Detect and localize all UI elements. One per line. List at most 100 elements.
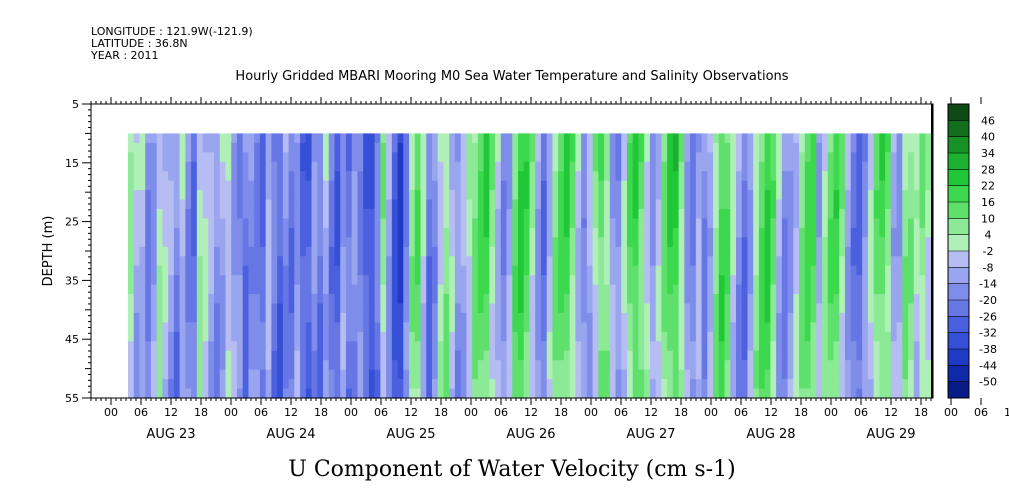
heatmap-cell xyxy=(472,199,479,210)
heatmap-cell xyxy=(259,161,267,172)
heatmap-cell xyxy=(414,322,422,333)
heatmap-cell xyxy=(236,218,244,229)
heatmap-cell xyxy=(735,312,743,323)
heatmap-cell xyxy=(173,275,181,286)
heatmap-cell xyxy=(776,246,783,257)
heatmap-cell xyxy=(162,171,169,182)
heatmap-cell xyxy=(873,142,880,153)
heatmap-cell xyxy=(529,237,536,248)
heatmap-cell xyxy=(156,284,164,295)
heatmap-cell xyxy=(489,322,496,333)
heatmap-cell xyxy=(535,312,542,323)
heatmap-cell xyxy=(391,360,399,371)
heatmap-cell xyxy=(386,379,393,390)
heatmap-cell xyxy=(409,369,416,380)
heatmap-cell xyxy=(890,199,898,210)
heatmap-cell xyxy=(781,388,789,399)
heatmap-cell xyxy=(409,142,416,153)
heatmap-cell xyxy=(925,331,932,342)
heatmap-cell xyxy=(231,312,238,323)
heatmap-cell xyxy=(753,218,760,229)
heatmap-cell xyxy=(345,322,353,333)
x-hour-label: 00 xyxy=(584,406,598,419)
heatmap-cell xyxy=(242,246,250,257)
heatmap-cell xyxy=(810,275,817,286)
heatmap-cell xyxy=(827,256,835,267)
heatmap-cell xyxy=(925,133,932,144)
heatmap-cell xyxy=(414,190,422,201)
heatmap-cell xyxy=(334,246,341,257)
heatmap-cell xyxy=(586,152,594,163)
heatmap-cell xyxy=(701,312,708,323)
heatmap-cell xyxy=(896,199,903,210)
heatmap-cell xyxy=(523,388,531,399)
heatmap-cell xyxy=(133,133,141,144)
heatmap-cell xyxy=(770,284,777,295)
heatmap-cell xyxy=(351,379,359,390)
heatmap-cell xyxy=(563,379,571,390)
heatmap-cell xyxy=(162,237,169,248)
heatmap-cell xyxy=(185,256,192,267)
heatmap-cell xyxy=(128,360,135,371)
heatmap-cell xyxy=(598,218,605,229)
heatmap-cell xyxy=(604,350,611,361)
heatmap-cell xyxy=(334,237,341,248)
heatmap-cell xyxy=(185,275,192,286)
heatmap-cell xyxy=(764,227,771,238)
heatmap-cell xyxy=(586,142,594,153)
heatmap-cell xyxy=(540,388,548,399)
heatmap-cell xyxy=(856,388,863,399)
heatmap-cell xyxy=(690,190,697,201)
heatmap-cell xyxy=(695,360,703,371)
heatmap-cell xyxy=(168,322,175,333)
heatmap-cell xyxy=(649,331,657,342)
heatmap-cell xyxy=(317,284,324,295)
heatmap-cell xyxy=(357,275,364,286)
heatmap-cell xyxy=(512,218,519,229)
heatmap-cell xyxy=(902,303,909,314)
heatmap-cell xyxy=(913,331,921,342)
heatmap-cell xyxy=(890,303,898,314)
heatmap-cell xyxy=(305,133,313,144)
heatmap-cell xyxy=(420,180,427,191)
heatmap-cell xyxy=(707,284,714,295)
heatmap-cell xyxy=(368,161,376,172)
heatmap-cell xyxy=(621,275,628,286)
heatmap-cell xyxy=(300,265,307,276)
heatmap-cell xyxy=(196,379,204,390)
heatmap-cell xyxy=(128,331,135,342)
heatmap-cell xyxy=(615,161,622,172)
heatmap-cell xyxy=(581,312,588,323)
heatmap-cell xyxy=(500,294,508,305)
heatmap-cell xyxy=(231,190,238,201)
heatmap-cell xyxy=(403,142,410,153)
heatmap-cell xyxy=(523,294,531,305)
heatmap-cell xyxy=(139,312,146,323)
heatmap-cell xyxy=(225,284,232,295)
heatmap-cell xyxy=(271,152,278,163)
heatmap-cell xyxy=(724,180,731,191)
heatmap-cell xyxy=(409,341,416,352)
heatmap-cell xyxy=(844,133,852,144)
heatmap-cell xyxy=(810,265,817,276)
heatmap-cell xyxy=(145,171,152,182)
heatmap-cell xyxy=(449,218,456,229)
heatmap-cell xyxy=(265,152,272,163)
heatmap-cell xyxy=(615,360,622,371)
heatmap-cell xyxy=(334,312,341,323)
heatmap-cell xyxy=(351,227,359,238)
heatmap-cell xyxy=(844,142,852,153)
heatmap-cell xyxy=(776,294,783,305)
heatmap-cell xyxy=(867,190,875,201)
heatmap-cell xyxy=(305,350,313,361)
y-tick-label: 55 xyxy=(65,392,79,405)
heatmap-cell xyxy=(638,379,645,390)
heatmap-cell xyxy=(535,369,542,380)
heatmap-cell xyxy=(305,246,313,257)
heatmap-cell xyxy=(827,142,835,153)
heatmap-cell xyxy=(426,265,433,276)
heatmap-cell xyxy=(621,237,628,248)
heatmap-cell xyxy=(357,350,364,361)
x-hour-label: 18 xyxy=(314,406,328,419)
